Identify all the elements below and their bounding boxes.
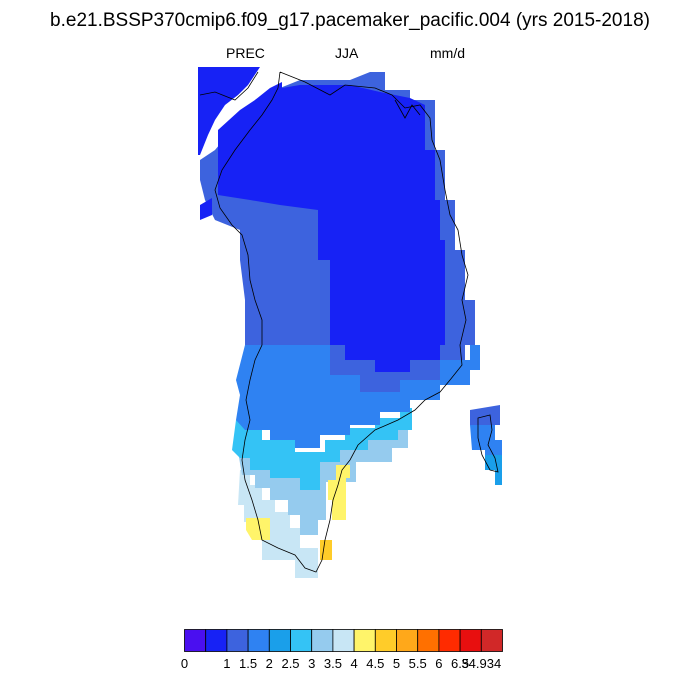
colorbar-box (480, 629, 503, 652)
coastline-inlet (394, 99, 421, 119)
colorbar-box (205, 629, 228, 652)
precip-region-2.5-3 (232, 408, 412, 490)
units-label: mm/d (430, 45, 465, 61)
colorbar-tick-label: 3 (308, 656, 316, 671)
precip-region-yellow-west (246, 518, 270, 540)
colorbar-tick-label: 5 (392, 656, 401, 671)
colorbar-tick-label: 5.5 (408, 656, 427, 671)
colorbar-box (353, 629, 376, 652)
precip-region-2-2.5 (236, 345, 480, 448)
plot-title: b.e21.BSSP370cmip6.f09_g17.pacemaker_pac… (50, 10, 650, 31)
colorbar-box (332, 629, 355, 652)
colorbar-box (290, 629, 313, 652)
colorbar-box (417, 629, 440, 652)
colorbar-tick-label: 6.5 (451, 656, 470, 671)
coastline-west-spit (199, 71, 259, 101)
colorbar-box (374, 629, 397, 652)
colorbar-tick-label: 4.5 (366, 656, 385, 671)
precip-region-1-1.5 (218, 85, 445, 372)
colorbar-tick-label: 4 (350, 656, 358, 671)
colorbar-box (268, 629, 291, 652)
colorbar-tick-label: 3.5 (323, 656, 342, 671)
colorbar-tick-label: 6 (435, 656, 443, 671)
colorbar-tick-label: 34.934 (461, 656, 502, 671)
precip-region-4-4.5 (328, 465, 350, 520)
precip-region-west-edge (200, 198, 212, 220)
precip-region-lightest (238, 470, 318, 578)
colorbar-tick-label: 0 (180, 656, 189, 671)
precip-region-4.5-5 (320, 540, 332, 560)
colorbar-tick-label: 1 (223, 656, 231, 671)
colorbar-box (226, 629, 249, 652)
colorbar-tick-label: 2 (265, 656, 273, 671)
coastline-east-island (477, 414, 499, 473)
colorbar-box (459, 629, 482, 652)
colorbar-tick-label: 1.5 (239, 656, 258, 671)
colorbar-box (311, 629, 334, 652)
colorbar-tick-label: 2.5 (281, 656, 300, 671)
coastline-main (214, 71, 469, 573)
season-label: JJA (335, 45, 359, 61)
precip-region-northwest-2 (255, 82, 282, 112)
precip-field (198, 67, 502, 578)
colorbar-box (396, 629, 419, 652)
variable-label: PREC (226, 45, 265, 61)
colorbar-box (184, 629, 207, 652)
precip-region-northwest (198, 67, 260, 155)
precip-region-east-island-3 (485, 455, 502, 485)
colorbar (184, 629, 503, 652)
precip-region-east-island-2 (470, 425, 502, 460)
colorbar-box (438, 629, 461, 652)
colorbar-box (247, 629, 270, 652)
coastline (199, 71, 499, 573)
